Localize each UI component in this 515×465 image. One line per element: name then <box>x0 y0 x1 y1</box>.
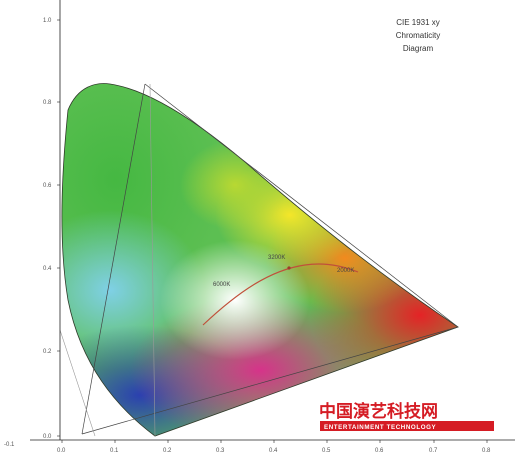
y-tick-label: 0.2 <box>43 349 52 355</box>
y-tick-label: 0.6 <box>43 183 52 189</box>
gamut-lines <box>81 83 459 435</box>
title-line: Chromaticity <box>396 31 440 40</box>
gamut-lines-faint <box>59 83 156 437</box>
x-tick-label: 0.3 <box>216 448 225 454</box>
x-axis-corner-label: -0.1 <box>4 442 15 448</box>
watermark-en-bar <box>320 421 494 431</box>
title-line: Diagram <box>403 44 434 53</box>
planckian-point <box>287 266 291 270</box>
watermark-logo: 中国演艺科技网 ENTERTAINMENT TECHNOLOGY <box>319 401 494 431</box>
y-axis-ticks <box>57 19 60 437</box>
spectral-locus-outline <box>61 83 459 437</box>
x-axis-ticks <box>61 440 488 443</box>
cct-label-2000k: 2000K <box>337 268 354 274</box>
x-tick-label: 0.6 <box>375 448 384 454</box>
x-tick-label: 0.1 <box>110 448 119 454</box>
x-tick-label: 0.5 <box>322 448 331 454</box>
x-tick-label: 0.4 <box>269 448 278 454</box>
spectral-locus-fill <box>61 83 458 436</box>
x-tick-label: 0.7 <box>429 448 438 454</box>
cct-label-6000k: 6000K <box>213 282 230 288</box>
y-tick-label: 0.0 <box>43 434 52 440</box>
cct-label-3200k: 3200K <box>268 255 285 261</box>
x-tick-label: 0.2 <box>163 448 172 454</box>
x-tick-label: 0.0 <box>57 448 66 454</box>
diagram-title: CIE 1931 xy Chromaticity Diagram <box>396 18 440 53</box>
watermark-name-en: ENTERTAINMENT TECHNOLOGY <box>324 424 437 431</box>
y-tick-label: 1.0 <box>43 18 52 24</box>
x-tick-label: 0.8 <box>482 448 491 454</box>
watermark-name-cn: 中国演艺科技网 <box>319 401 438 422</box>
x-axis-labels: 0.0 0.1 0.2 0.3 0.4 0.5 0.6 0.7 0.8 <box>57 448 491 454</box>
planckian-locus <box>202 263 359 326</box>
y-tick-label: 0.4 <box>43 266 52 272</box>
y-axis-labels: 1.0 0.8 0.6 0.4 0.2 0.0 <box>43 18 52 440</box>
y-tick-label: 0.8 <box>43 100 52 106</box>
title-line: CIE 1931 xy <box>396 18 440 27</box>
